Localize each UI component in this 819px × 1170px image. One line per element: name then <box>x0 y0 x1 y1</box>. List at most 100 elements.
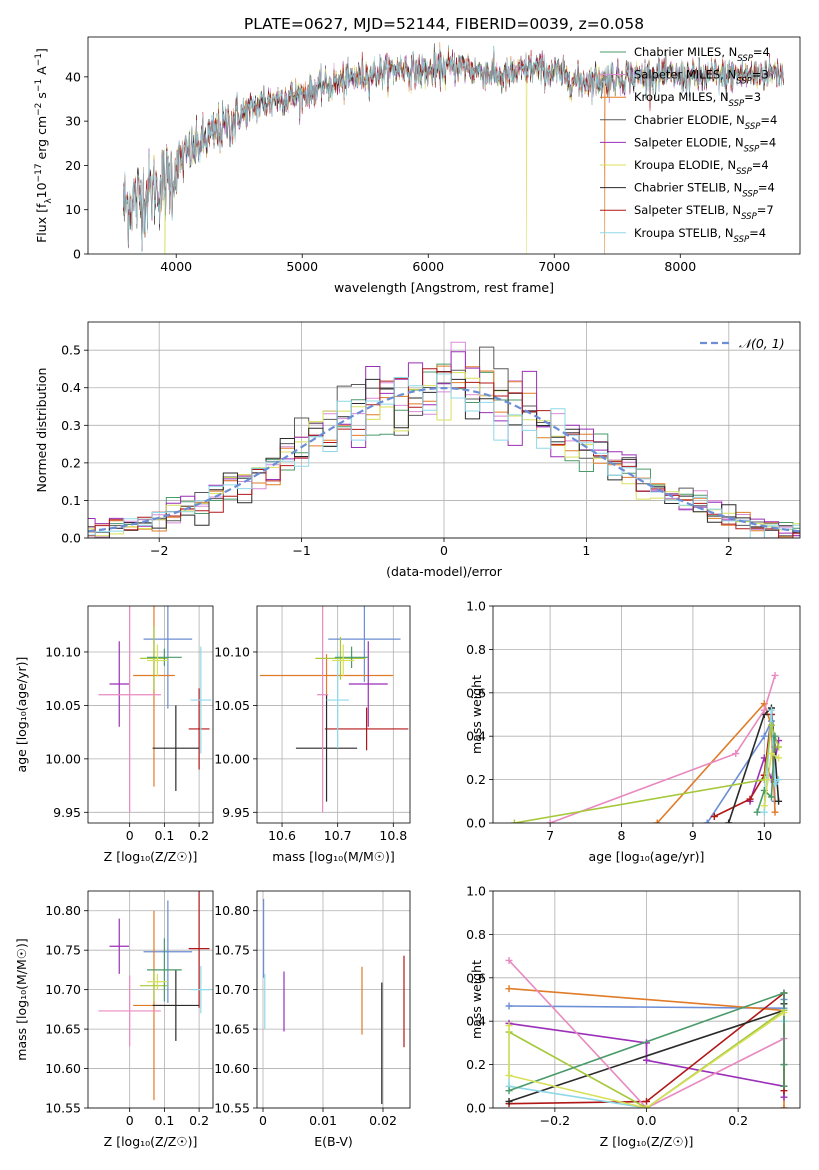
panel-weight-vs-age: 7 8 9 10 0.0 0.2 0.4 0.6 0.8 1.0 age [log₁₀(age/yr… <box>466 599 801 864</box>
x-tick-label: 9 <box>689 828 697 843</box>
panel-mass-vs-Z: 0 0.1 0.2 10.55 10.60 10.65 10.70 10.75 10.80 Z [… <box>14 890 214 1149</box>
weight-marker <box>725 819 733 823</box>
y-axis-label-part: Flux [f <box>34 203 49 243</box>
plot-area <box>263 898 405 1105</box>
legend-label: Kroupa ELODIE, N <box>634 158 736 172</box>
legend-label: Chabrier STELIB, N <box>634 181 742 195</box>
legend-entry: Kroupa ELODIE, NSSP=4 <box>634 158 769 177</box>
x-tick-label: 0 <box>259 1113 267 1128</box>
y-tick-label: 0.0 <box>466 816 486 831</box>
axes-frame <box>256 605 411 824</box>
weight-series-5 <box>763 710 780 813</box>
plot-area <box>123 42 784 254</box>
weight-marker <box>746 795 754 803</box>
errorbar-point <box>152 705 200 791</box>
y-tick-label: 1.0 <box>466 884 486 899</box>
weight-marker <box>505 1097 513 1105</box>
errorbar-point <box>147 648 182 666</box>
x-tick-label: 6000 <box>412 259 444 274</box>
legend-label: Chabrier ELODIE, N <box>634 113 745 127</box>
errorbar-point <box>334 646 369 668</box>
axes-frame <box>492 605 801 824</box>
x-tick-label: 0 <box>126 1113 134 1128</box>
panel-mass-vs-ebv: 0 0.01 0.02 10.55 10.60 10.65 10.70 10.75 10.80 E… <box>214 890 411 1149</box>
errorbar-point <box>140 626 168 691</box>
errorbar-point <box>332 644 355 677</box>
y-tick-label: 1.0 <box>466 599 486 614</box>
legend-count: =4 <box>759 135 776 149</box>
weight-marker <box>505 1071 513 1079</box>
x-tick-label: 10 <box>756 828 772 843</box>
weight-marker <box>771 808 779 816</box>
weight-series-9 <box>763 752 780 806</box>
y-axis-label: Normed distribution <box>34 368 49 493</box>
legend-sub: SSP <box>744 144 760 154</box>
y-axis-label-part: λ <box>44 198 54 204</box>
plot-area <box>98 606 212 813</box>
weight-marker <box>775 776 783 784</box>
errorbar-point <box>152 969 200 1041</box>
errorbar-point <box>348 641 388 727</box>
weight-marker <box>780 1061 788 1069</box>
errorbar-point <box>295 694 358 802</box>
y-tick-label: 10.55 <box>45 1101 81 1116</box>
y-tick-label: 10.10 <box>45 644 81 659</box>
panel-spectrum: 4000 5000 6000 7000 8000 0 10 20 30 40 wavelength … <box>34 36 801 295</box>
weight-marker <box>771 732 779 740</box>
weight-marker <box>505 1022 513 1030</box>
y-tick-label: 10.75 <box>214 943 250 958</box>
weight-marker <box>760 802 768 810</box>
errorbar-point <box>324 707 409 751</box>
x-tick-label: 10.7 <box>324 828 352 843</box>
x-axis-label: Z [log₁₀(Z/Z☉)] <box>600 1134 694 1149</box>
y-tick-label: 10.05 <box>214 698 250 713</box>
y-tick-label: 10.00 <box>214 751 250 766</box>
y-tick-label: 0.4 <box>466 1014 486 1029</box>
x-tick-label: 10.8 <box>379 828 407 843</box>
y-tick-label: 0.1 <box>61 493 81 508</box>
y-axis-label: Flux [fλ10−17 erg cm−2 s−1 A−1] <box>34 48 54 243</box>
weight-marker <box>703 819 711 823</box>
legend-label: Salpeter STELIB, N <box>634 203 741 217</box>
errorbar-point <box>143 606 193 709</box>
weight-series-9 <box>508 1011 785 1108</box>
y-tick-label: 0.8 <box>466 642 486 657</box>
weight-marker <box>767 793 775 801</box>
x-tick-label: 0 <box>126 828 134 843</box>
x-tick-label: 0 <box>440 543 448 558</box>
weight-marker <box>653 819 661 823</box>
weight-marker <box>775 743 783 751</box>
weight-marker <box>767 721 775 729</box>
weight-marker <box>505 956 513 964</box>
legend-sub: SSP <box>742 190 758 200</box>
y-tick-label: 10.10 <box>214 644 250 659</box>
y-tick-label: 0.8 <box>466 927 486 942</box>
x-tick-label: 0.0 <box>637 1113 657 1128</box>
y-tick-label: 0.0 <box>466 1101 486 1116</box>
weight-marker <box>760 706 768 714</box>
figure-title: PLATE=0627, MJD=52144, FIBERID=0039, z=0… <box>244 15 644 33</box>
errorbar-point <box>259 654 394 697</box>
x-tick-label: 0.01 <box>309 1113 337 1128</box>
errorbar-point <box>143 900 193 1004</box>
y-tick-label: 9.95 <box>222 805 250 820</box>
legend-entry: Kroupa MILES, NSSP=3 <box>634 90 761 109</box>
weight-marker <box>780 1093 788 1101</box>
y-axis-label: mass weight <box>469 960 484 1039</box>
spectrum-series-8 <box>123 46 784 253</box>
legend-sub: SSP <box>729 99 745 109</box>
legend-label: Chabrier MILES, N <box>634 45 737 59</box>
x-tick-label: 0.2 <box>728 1113 748 1128</box>
errorbar-point <box>147 644 168 677</box>
y-tick-label: 0.5 <box>61 343 81 358</box>
y-tick-label: 10.55 <box>214 1101 250 1116</box>
weight-marker <box>767 750 775 758</box>
x-tick-label: −0.2 <box>540 1113 570 1128</box>
y-tick-label: 10.75 <box>45 943 81 958</box>
y-tick-label: 0.4 <box>61 380 81 395</box>
x-tick-label: 0.1 <box>154 1113 174 1128</box>
weight-marker <box>753 808 761 816</box>
y-tick-label: 10.60 <box>45 1061 81 1076</box>
legend-label: Salpeter MILES, N <box>634 68 736 82</box>
